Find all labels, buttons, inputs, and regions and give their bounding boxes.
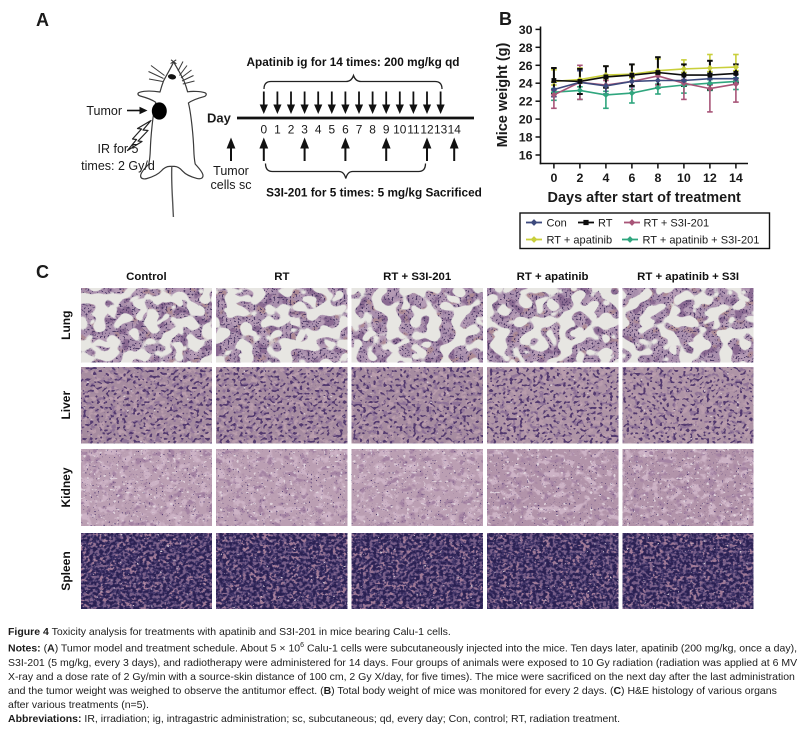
- svg-text:Days after start of treatment: Days after start of treatment: [547, 190, 741, 206]
- svg-text:7: 7: [356, 123, 363, 137]
- svg-text:4: 4: [315, 123, 322, 137]
- svg-text:Tumor: Tumor: [213, 164, 249, 178]
- svg-text:26: 26: [519, 59, 533, 73]
- svg-text:RT + apatinib + S3I-201: RT + apatinib + S3I-201: [643, 235, 760, 247]
- svg-text:28: 28: [519, 41, 533, 55]
- svg-text:30: 30: [519, 23, 533, 37]
- svg-text:10: 10: [393, 123, 407, 137]
- svg-text:B: B: [499, 9, 512, 29]
- svg-text:Tumor: Tumor: [86, 104, 122, 118]
- svg-text:times: 2 Gy/d: times: 2 Gy/d: [81, 159, 155, 173]
- svg-text:2: 2: [576, 171, 583, 185]
- svg-text:16: 16: [519, 149, 533, 163]
- svg-text:10: 10: [677, 171, 691, 185]
- svg-text:0: 0: [260, 123, 267, 137]
- svg-text:12: 12: [703, 171, 717, 185]
- svg-text:8: 8: [369, 123, 376, 137]
- svg-text:S3I-201 for 5 times: 5 mg/kg S: S3I-201 for 5 times: 5 mg/kg Sacrificed: [266, 186, 482, 200]
- svg-text:2: 2: [288, 123, 295, 137]
- svg-text:12: 12: [420, 123, 434, 137]
- svg-text:RT + apatinib + S3I: RT + apatinib + S3I: [637, 271, 739, 283]
- svg-text:Liver: Liver: [59, 391, 73, 420]
- svg-text:6: 6: [628, 171, 635, 185]
- svg-text:Con: Con: [547, 218, 567, 230]
- svg-text:24: 24: [519, 77, 533, 91]
- svg-text:0: 0: [550, 171, 557, 185]
- svg-text:IR for 5: IR for 5: [98, 142, 139, 156]
- svg-text:RT: RT: [598, 218, 613, 230]
- svg-text:4: 4: [602, 171, 609, 185]
- svg-text:C: C: [36, 262, 49, 282]
- svg-text:Kidney: Kidney: [59, 467, 73, 507]
- svg-text:20: 20: [519, 113, 533, 127]
- svg-text:Lung: Lung: [59, 311, 73, 340]
- svg-text:5: 5: [328, 123, 335, 137]
- svg-text:14: 14: [448, 123, 462, 137]
- svg-text:RT + S3I-201: RT + S3I-201: [383, 271, 452, 283]
- svg-text:Spleen: Spleen: [59, 551, 73, 590]
- svg-text:9: 9: [383, 123, 390, 137]
- svg-text:18: 18: [519, 131, 533, 145]
- svg-text:6: 6: [342, 123, 349, 137]
- svg-text:13: 13: [434, 123, 448, 137]
- svg-text:RT + apatinib: RT + apatinib: [517, 271, 589, 283]
- svg-text:Day: Day: [207, 111, 232, 126]
- svg-text:Mice weight (g): Mice weight (g): [495, 42, 511, 147]
- svg-text:1: 1: [274, 123, 281, 137]
- svg-text:RT: RT: [274, 271, 289, 283]
- svg-text:14: 14: [729, 171, 743, 185]
- svg-text:Control: Control: [126, 271, 167, 283]
- svg-text:RT + S3I-201: RT + S3I-201: [644, 218, 710, 230]
- svg-text:3: 3: [301, 123, 308, 137]
- svg-text:8: 8: [654, 171, 661, 185]
- svg-text:RT + apatinib: RT + apatinib: [547, 235, 613, 247]
- svg-text:22: 22: [519, 95, 533, 109]
- svg-text:11: 11: [407, 123, 420, 137]
- svg-text:cells sc: cells sc: [211, 178, 252, 192]
- svg-text:Apatinib ig for 14 times: 200: Apatinib ig for 14 times: 200 mg/kg qd: [246, 55, 459, 69]
- svg-text:A: A: [36, 10, 49, 30]
